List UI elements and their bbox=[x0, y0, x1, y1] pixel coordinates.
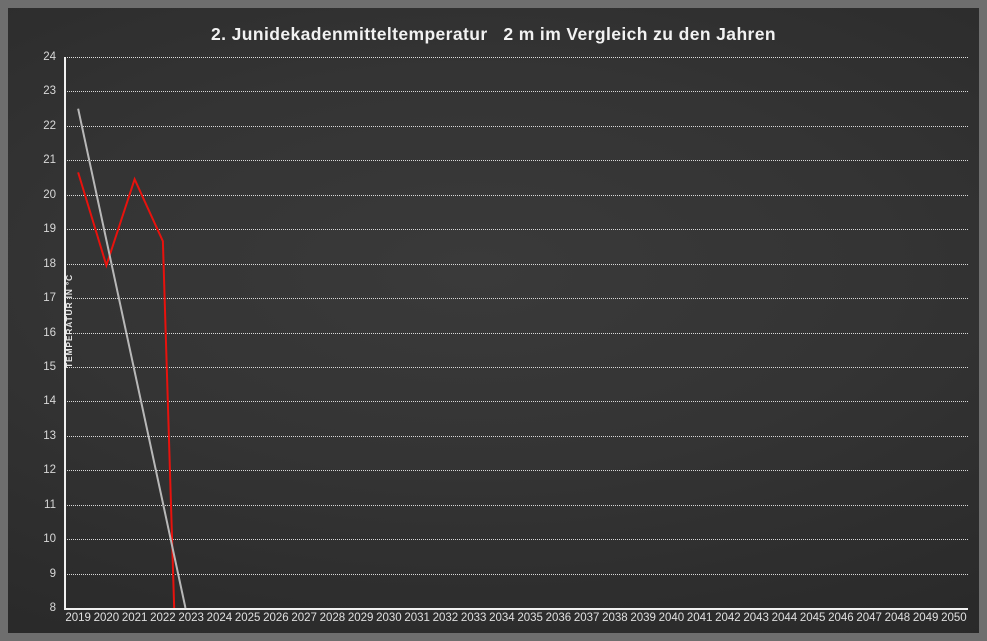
y-axis-tick-label: 19 bbox=[43, 223, 56, 236]
y-axis-tick-label: 12 bbox=[43, 464, 56, 477]
y-axis-tick-label: 16 bbox=[43, 326, 56, 339]
y-axis-tick-label: 11 bbox=[44, 498, 56, 511]
gridline bbox=[64, 401, 968, 403]
y-axis-tick-label: 22 bbox=[43, 119, 56, 132]
gridline bbox=[64, 160, 968, 162]
y-axis-tick-label: 8 bbox=[49, 602, 56, 614]
x-axis-tick-label: 2030 bbox=[376, 612, 402, 624]
x-axis-tick-label: 2039 bbox=[630, 612, 656, 624]
x-axis-tick-label: 2027 bbox=[291, 612, 317, 624]
gridline bbox=[64, 470, 968, 472]
series-line bbox=[77, 172, 176, 609]
y-axis-tick-label: 15 bbox=[43, 360, 56, 373]
x-axis-tick-label: 2022 bbox=[150, 612, 176, 624]
gridline bbox=[64, 435, 968, 437]
x-axis-tick-label: 2021 bbox=[121, 612, 148, 624]
plot-area bbox=[64, 57, 968, 610]
gridline bbox=[64, 91, 968, 93]
gridline bbox=[64, 263, 968, 265]
y-axis-tick-label: 21 bbox=[43, 154, 56, 167]
y-axis-line bbox=[64, 57, 66, 608]
gridline bbox=[64, 125, 968, 127]
gridline bbox=[64, 504, 968, 506]
x-axis-line bbox=[64, 608, 968, 610]
x-axis-tick-label: 2020 bbox=[93, 612, 120, 624]
x-axis-tick-label: 2024 bbox=[206, 612, 233, 624]
y-axis-tick-label: 17 bbox=[43, 292, 56, 305]
x-axis-tick-label: 2047 bbox=[856, 612, 882, 624]
x-axis-tick-label: 2038 bbox=[602, 612, 628, 624]
x-axis-tick-label: 2034 bbox=[489, 612, 515, 624]
gridline bbox=[64, 57, 968, 58]
x-axis-tick-label: 2031 bbox=[404, 612, 430, 624]
x-axis-tick-label: 2025 bbox=[234, 612, 261, 624]
gridline bbox=[64, 229, 968, 231]
series-layer bbox=[77, 108, 187, 609]
chart-title: 2. Junidekadenmitteltemperatur 2 m im Ve… bbox=[211, 24, 776, 44]
x-axis-tick-label: 2023 bbox=[178, 612, 204, 624]
y-axis-tick-labels: 24 23 22 21 20 19 18 17 16 15 14 13 12 11 10 9 8 bbox=[16, 51, 56, 614]
gridline bbox=[64, 332, 968, 334]
x-axis-tick-label: 2050 bbox=[941, 612, 967, 624]
y-axis-tick-label: 10 bbox=[43, 533, 56, 546]
y-axis-tick-label: 24 bbox=[43, 51, 56, 63]
y-axis-tick-label: 18 bbox=[43, 257, 56, 270]
y-axis-tick-label: 14 bbox=[43, 395, 56, 408]
x-axis-tick-label: 2035 bbox=[517, 612, 543, 624]
x-axis-tick-label: 2046 bbox=[828, 612, 854, 624]
gridline bbox=[64, 194, 968, 196]
x-axis-tick-label: 2049 bbox=[912, 612, 939, 624]
x-axis-tick-label: 2048 bbox=[884, 612, 911, 624]
gridline bbox=[64, 539, 968, 541]
x-axis-tick-label: 2045 bbox=[799, 612, 826, 624]
x-axis-tick-label: 2043 bbox=[743, 612, 769, 624]
x-axis-tick-label: 2026 bbox=[263, 612, 289, 624]
x-axis-tick-label: 2042 bbox=[715, 612, 741, 624]
x-axis-tick-label: 2036 bbox=[545, 612, 572, 624]
x-axis-tick-label: 2040 bbox=[658, 612, 685, 624]
x-axis-tick-label: 2032 bbox=[432, 612, 459, 624]
x-axis-tick-label: 2028 bbox=[319, 612, 346, 624]
x-axis-tick-label: 2044 bbox=[771, 612, 798, 624]
x-axis-tick-label: 2019 bbox=[65, 612, 91, 624]
y-axis-tick-label: 13 bbox=[43, 429, 56, 442]
x-axis-tick-label: 2037 bbox=[573, 612, 600, 624]
y-axis-tick-label: 23 bbox=[43, 85, 56, 98]
y-axis-tick-label: 20 bbox=[43, 188, 56, 201]
x-axis-tick-labels: 2019 2020 2021 2022 2023 2024 2025 2026 2027 2028… bbox=[64, 612, 968, 632]
gridline bbox=[64, 298, 968, 300]
x-axis-tick-label: 2041 bbox=[686, 612, 713, 624]
x-axis-tick-label: 2033 bbox=[460, 612, 487, 624]
x-axis-tick-label: 2029 bbox=[347, 612, 374, 624]
gridline bbox=[64, 573, 968, 575]
series-line bbox=[77, 108, 187, 609]
y-axis-tick-label: 9 bbox=[49, 567, 56, 580]
gridline bbox=[64, 366, 968, 368]
chart-panel: 2. Junidekadenmitteltemperatur 2 m im Ve… bbox=[8, 8, 979, 633]
